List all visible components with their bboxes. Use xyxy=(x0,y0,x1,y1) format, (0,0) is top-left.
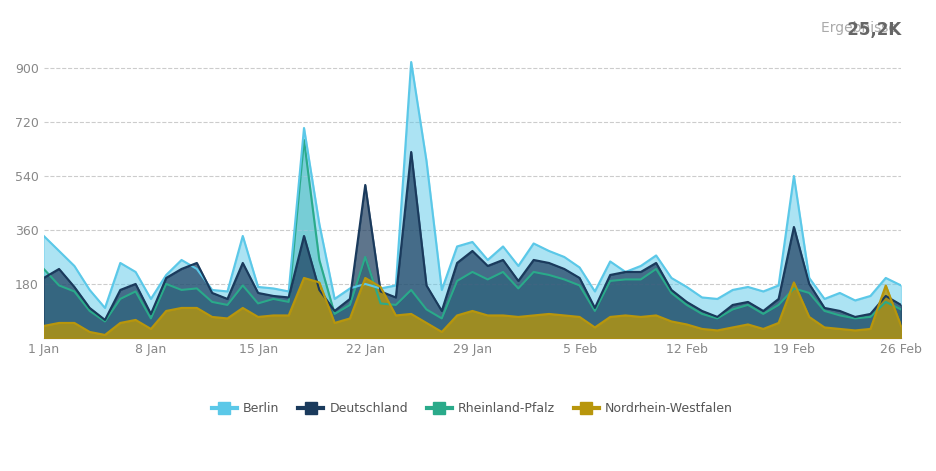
Text: Ergebnisse: Ergebnisse xyxy=(820,21,900,34)
Text: 25,2K: 25,2K xyxy=(760,21,900,39)
Legend: Berlin, Deutschland, Rheinland-Pfalz, Nordrhein-Westfalen: Berlin, Deutschland, Rheinland-Pfalz, No… xyxy=(207,397,738,420)
